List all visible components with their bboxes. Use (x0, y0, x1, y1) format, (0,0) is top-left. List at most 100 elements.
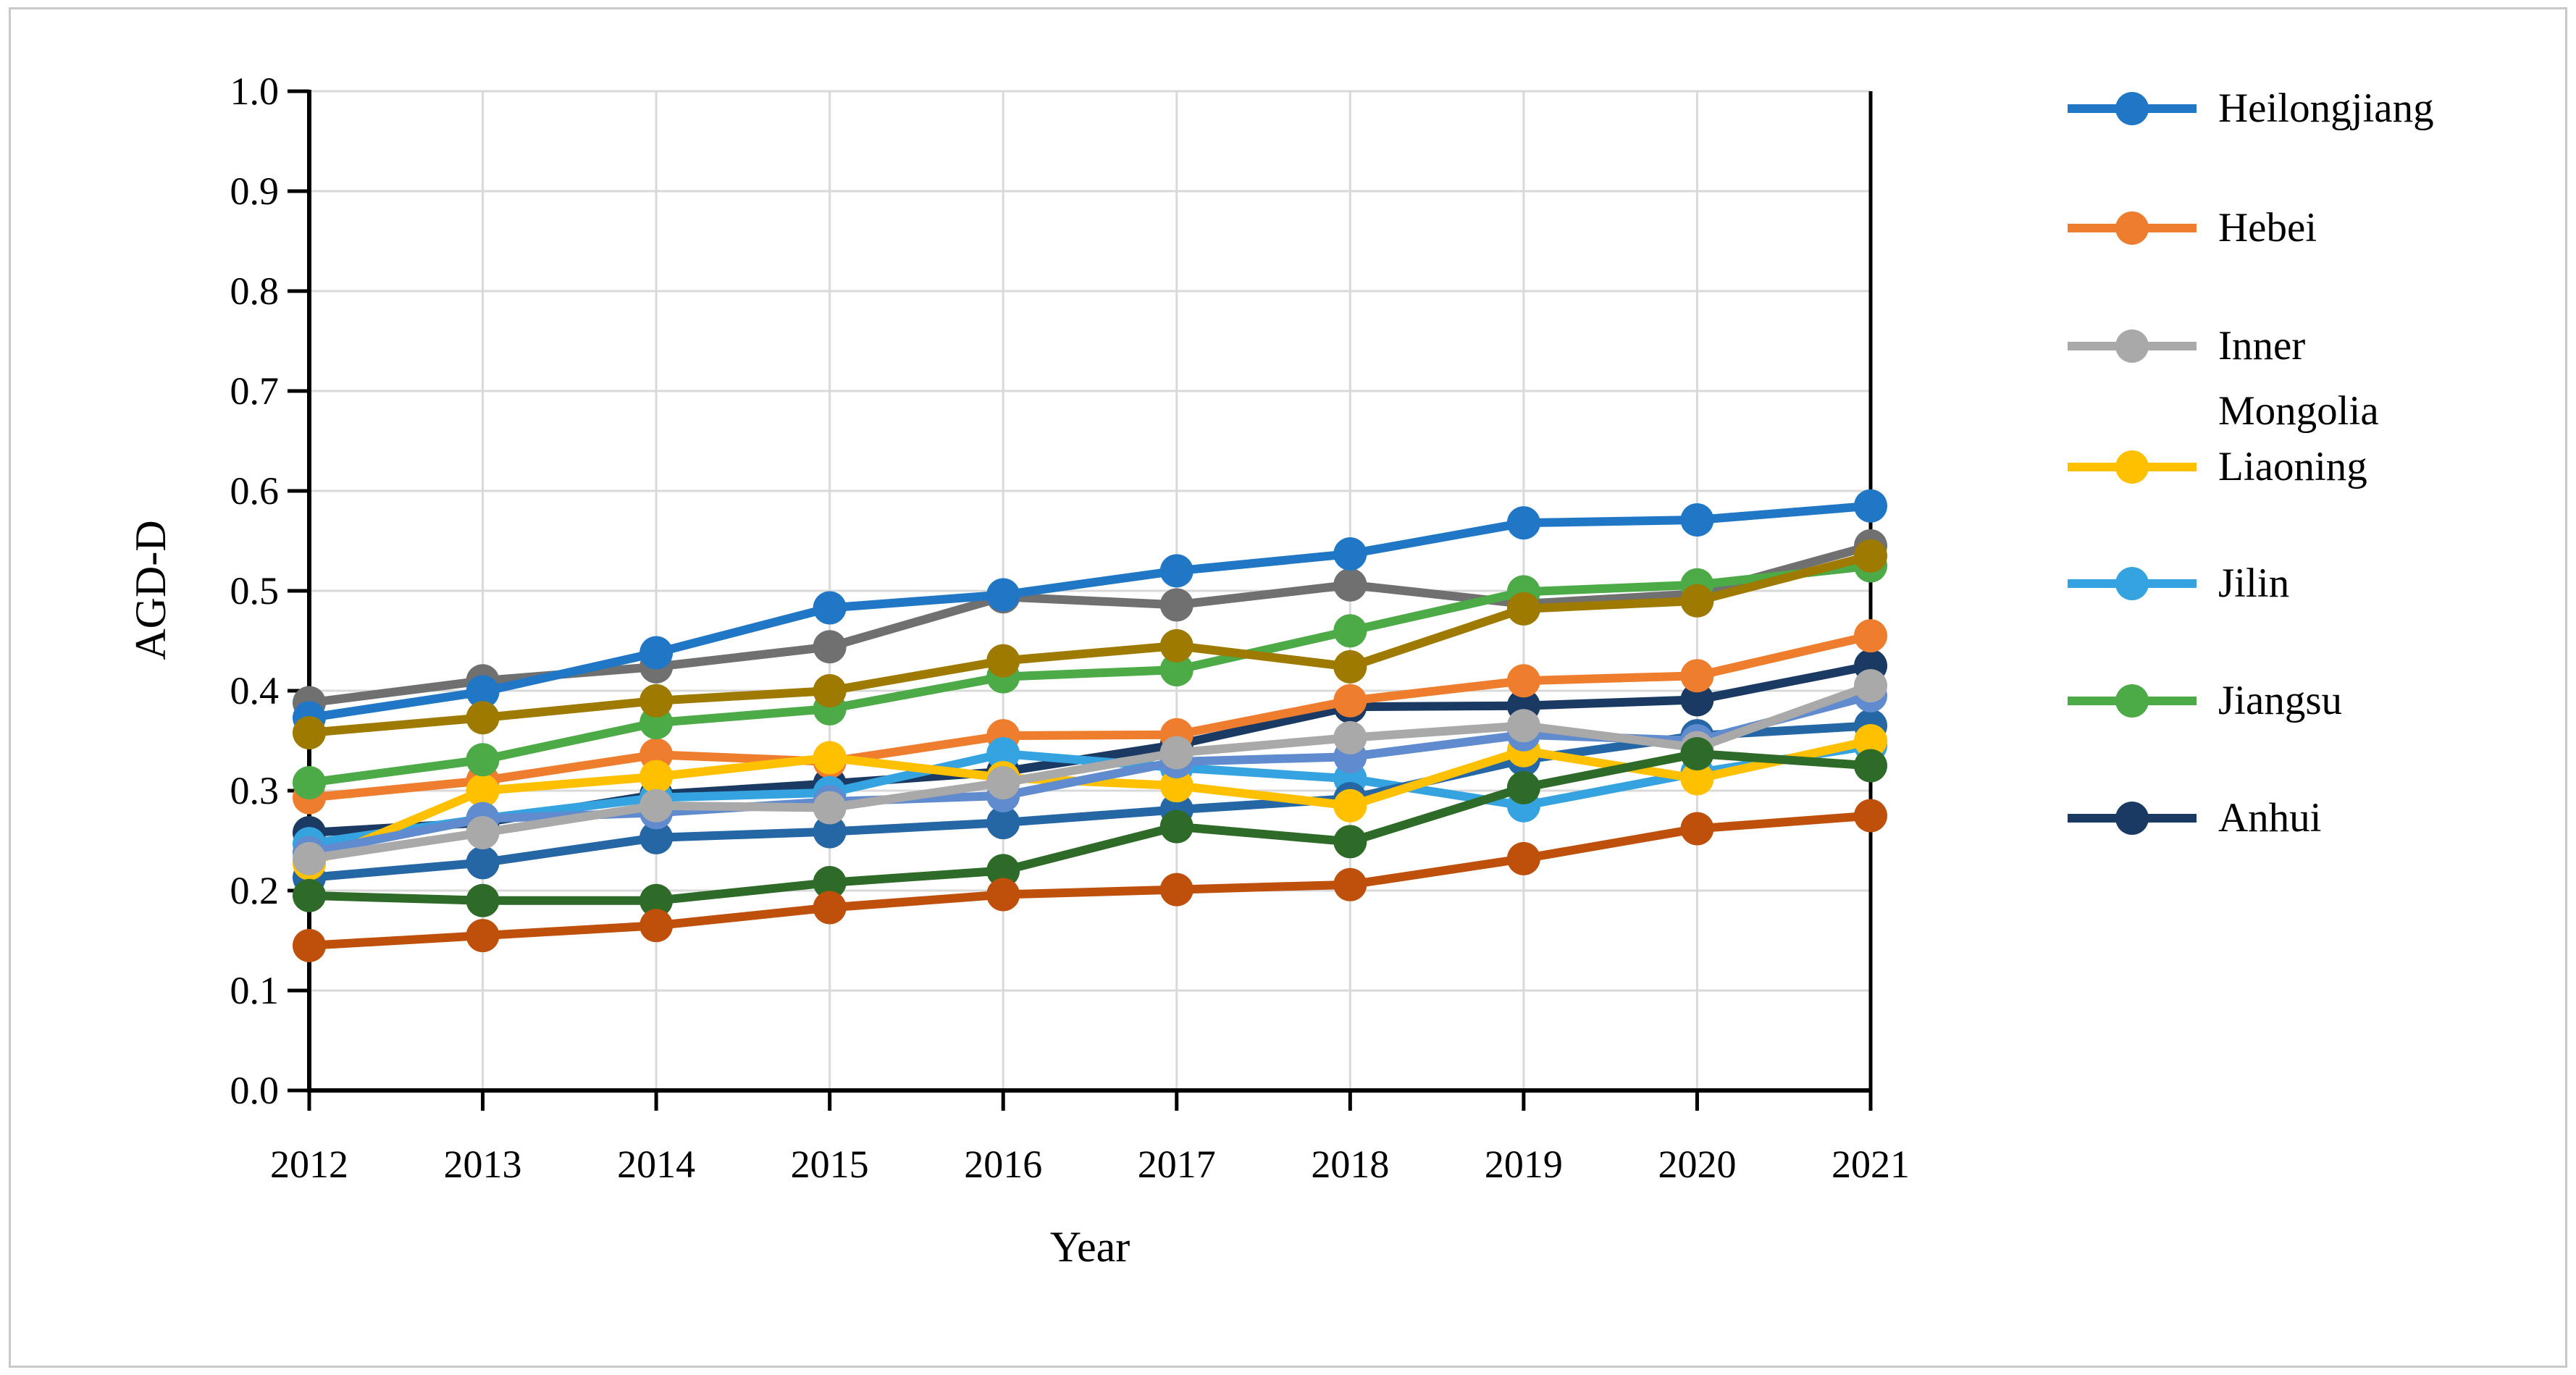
y-tick-label-0.8: 0.8 (230, 269, 280, 313)
data-point-unlabeled-olive-2017 (1159, 628, 1193, 663)
x-axis-title: Year (1049, 1223, 1130, 1271)
data-point-hebei-2021 (1854, 619, 1887, 653)
data-point-unlabeled-olive-2019 (1506, 592, 1540, 626)
data-point-jiangsu-2012 (293, 765, 326, 799)
data-point-unlabeled-olive-2014 (639, 684, 674, 718)
series-line-jiangsu (309, 561, 1871, 787)
data-point-liaoning-2018 (1333, 789, 1367, 823)
data-point-unlabeled-dark-green-2014 (639, 883, 674, 917)
data-point-unlabeled-olive-2016 (986, 644, 1020, 678)
data-point-inner-mongolia-2018 (1333, 720, 1367, 754)
data-point-hebei-2020 (1680, 659, 1714, 693)
data-point-liaoning-2020 (1680, 762, 1714, 796)
y-tick-label-1.0: 1.0 (230, 70, 280, 113)
data-point-inner-mongolia-2017 (1159, 736, 1193, 770)
x-tick-label-2020: 2020 (1658, 1143, 1737, 1186)
data-point-unlabeled-dark-green-2016 (986, 854, 1020, 888)
x-tick-label-2019: 2019 (1484, 1143, 1563, 1186)
data-point-heilongjiang-2013 (466, 675, 500, 709)
legend-label-heilongjiang: Heilongjiang (2218, 85, 2434, 131)
data-point-unlabeled-dark-green-2013 (466, 883, 500, 917)
data-point-heilongjiang-2020 (1680, 503, 1714, 537)
series-line-unlabeled-olive (309, 551, 1872, 737)
data-point-hebei-2018 (1333, 684, 1367, 718)
data-point-unlabeled-rust-2017 (1159, 872, 1193, 907)
data-point-unlabeled-olive-2020 (1680, 584, 1714, 618)
y-tick-label-0.1: 0.1 (230, 969, 280, 1012)
legend-marker-inner-mongolia (2115, 329, 2149, 363)
series-line-jilin (309, 741, 1871, 849)
legend-label-jiangsu: Jiangsu (2218, 678, 2342, 723)
data-point-anhui-2020 (1680, 683, 1714, 717)
legend-label-liaoning: Liaoning (2218, 444, 2367, 489)
data-point-unlabeled-olive-2013 (466, 701, 500, 735)
data-point-unlabeled-dark-green-2021 (1854, 749, 1887, 783)
series-line-unlabeled-medium-blue (309, 721, 1871, 883)
legend-marker-hebei (2115, 211, 2149, 245)
x-tick-label-2015: 2015 (790, 1143, 869, 1186)
data-point-unlabeled-dark-green-2012 (293, 878, 326, 912)
x-tick-label-2012: 2012 (270, 1143, 348, 1186)
data-point-heilongjiang-2015 (813, 591, 847, 625)
data-point-unlabeled-rust-2016 (986, 878, 1020, 912)
data-point-unlabeled-rust-2019 (1506, 841, 1540, 875)
x-tick-label-2016: 2016 (964, 1143, 1043, 1186)
data-point-inner-mongolia-2012 (293, 841, 326, 875)
data-point-unlabeled-rust-2015 (813, 891, 847, 925)
data-point-heilongjiang-2019 (1506, 506, 1540, 540)
data-point-unlabeled-medium-blue-2013 (466, 846, 500, 880)
data-point-unlabeled-dark-gray-2018 (1333, 568, 1367, 602)
legend-marker-jiangsu (2115, 684, 2149, 718)
data-point-unlabeled-medium-blue-2014 (639, 820, 674, 854)
x-tick-label-2013: 2013 (443, 1143, 522, 1186)
legend-label-inner-mongolia: Inner Mongolia (2218, 323, 2379, 434)
data-point-unlabeled-dark-green-2015 (813, 865, 847, 899)
data-point-inner-mongolia-2015 (813, 791, 847, 825)
y-tick-label-0.4: 0.4 (230, 669, 280, 712)
y-tick-label-0.3: 0.3 (230, 769, 280, 812)
data-point-heilongjiang-2017 (1159, 554, 1193, 588)
data-point-unlabeled-dark-green-2020 (1680, 736, 1714, 770)
y-tick-label-0.7: 0.7 (230, 369, 280, 413)
data-point-hebei-2019 (1506, 664, 1540, 698)
y-tick-label-0.0: 0.0 (230, 1069, 280, 1112)
y-tick-label-0.5: 0.5 (230, 569, 280, 613)
data-point-inner-mongolia-2016 (986, 765, 1020, 799)
legend-label-anhui: Anhui (2218, 795, 2322, 841)
data-point-jiangsu-2017 (1159, 653, 1193, 687)
data-point-inner-mongolia-2019 (1506, 709, 1540, 743)
legend-label-jilin: Jilin (2218, 560, 2290, 606)
series-line-heilongjiang (309, 501, 1871, 723)
data-point-liaoning-2015 (813, 741, 847, 775)
legend-label-hebei: Hebei (2218, 205, 2317, 251)
series-unlabeled-rust (293, 799, 1887, 962)
data-point-unlabeled-rust-2012 (293, 928, 326, 962)
data-point-jiangsu-2013 (466, 743, 500, 777)
series-line-unlabeled-rust (309, 811, 1871, 950)
legend-marker-liaoning (2115, 450, 2149, 484)
data-point-unlabeled-dark-gray-2017 (1159, 588, 1193, 622)
data-point-inner-mongolia-2013 (466, 815, 500, 849)
legend-marker-heilongjiang (2115, 92, 2149, 125)
series-line-unlabeled-dark-green (309, 749, 1871, 905)
data-point-unlabeled-dark-green-2018 (1333, 825, 1367, 859)
data-point-unlabeled-rust-2013 (466, 919, 500, 953)
data-point-jiangsu-2018 (1333, 614, 1367, 648)
data-point-unlabeled-dark-green-2019 (1506, 770, 1540, 804)
data-point-unlabeled-rust-2021 (1854, 799, 1887, 833)
data-point-unlabeled-medium-blue-2016 (986, 806, 1020, 840)
data-point-heilongjiang-2021 (1854, 489, 1887, 523)
y-tick-label-0.9: 0.9 (230, 169, 280, 213)
data-point-unlabeled-dark-gray-2015 (813, 630, 847, 664)
data-point-unlabeled-olive-2012 (293, 715, 326, 749)
series-line-hebei (309, 631, 1872, 802)
data-point-heilongjiang-2016 (986, 578, 1020, 612)
data-point-liaoning-2017 (1159, 769, 1193, 803)
x-tick-label-2017: 2017 (1137, 1143, 1216, 1186)
data-point-unlabeled-olive-2021 (1854, 539, 1887, 573)
x-tick-label-2021: 2021 (1832, 1143, 1910, 1186)
data-point-liaoning-2013 (466, 774, 500, 807)
series-inner-mongolia (293, 669, 1887, 875)
data-point-inner-mongolia-2021 (1854, 669, 1887, 703)
